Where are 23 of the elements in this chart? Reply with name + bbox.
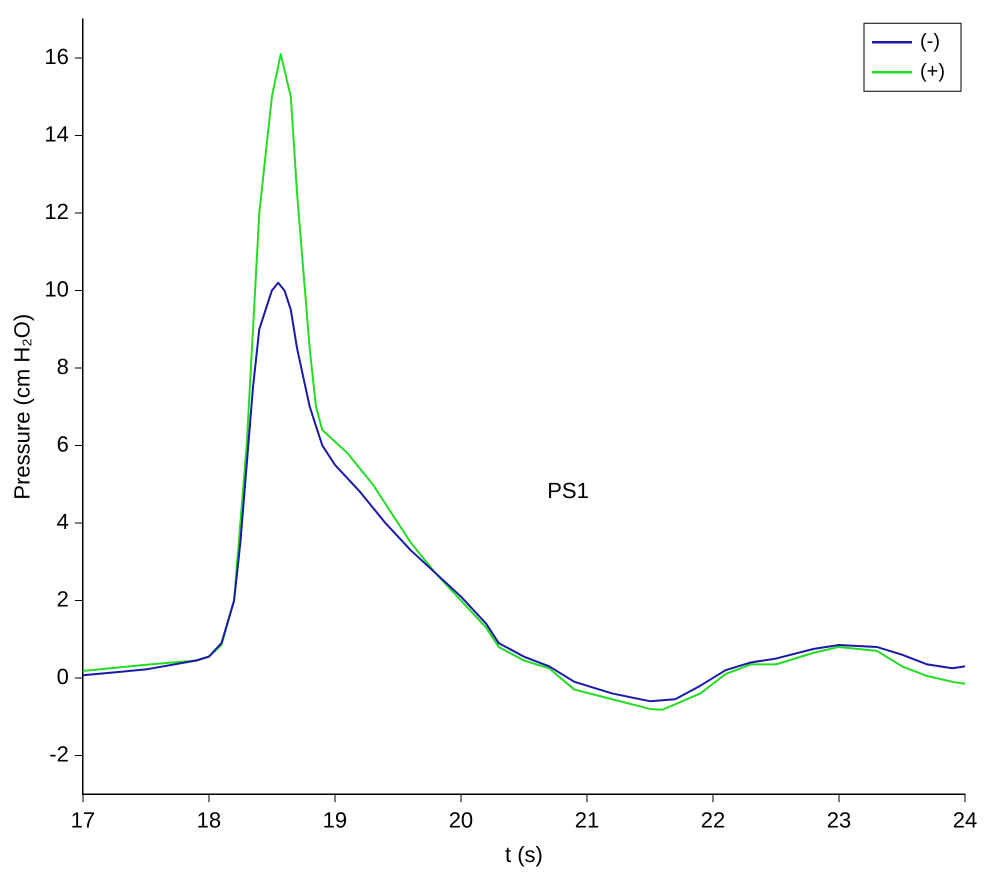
- y-tick-label: 12: [44, 199, 69, 224]
- y-tick-label: 16: [44, 44, 69, 70]
- x-tick-label: 19: [322, 807, 348, 832]
- y-tick-label: 14: [44, 122, 69, 147]
- y-tick-label: 0: [56, 664, 69, 690]
- y-tick-label: 4: [56, 509, 69, 534]
- x-tick-label: 23: [826, 807, 852, 832]
- x-tick-label: 21: [574, 807, 600, 832]
- legend-label: (+): [920, 60, 945, 83]
- y-tick-label: 8: [56, 354, 69, 380]
- annotation: PS1: [547, 478, 589, 504]
- y-axis-title: Pressure (cm H₂O): [9, 314, 34, 500]
- y-tick-label: -2: [49, 742, 69, 767]
- y-tick-label: 2: [56, 586, 69, 612]
- x-tick-label: 24: [952, 807, 978, 832]
- y-tick-label: 6: [56, 432, 69, 457]
- y-tick-label: 10: [44, 276, 69, 302]
- x-axis-title: t (s): [504, 842, 543, 867]
- x-tick-label: 20: [448, 807, 474, 832]
- x-tick-label: 22: [700, 807, 726, 832]
- x-tick-label: 17: [70, 807, 96, 832]
- legend-label: (-): [920, 30, 940, 53]
- x-tick-label: 18: [196, 807, 222, 832]
